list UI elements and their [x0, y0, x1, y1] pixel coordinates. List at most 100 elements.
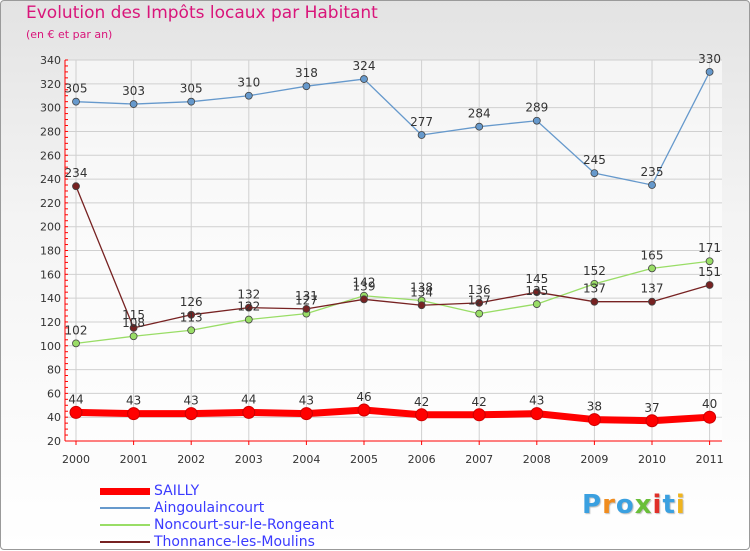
data-point: [184, 407, 198, 421]
y-tick-label: 140: [40, 292, 61, 305]
chart-title: Evolution des Impôts locaux par Habitant: [26, 3, 378, 23]
data-point: [530, 407, 544, 421]
x-tick-label: 2007: [465, 453, 493, 466]
y-tick-label: 340: [40, 54, 61, 67]
x-tick-label: 2003: [235, 453, 263, 466]
data-point: [532, 300, 541, 308]
data-point: [705, 68, 714, 76]
data-point: [127, 407, 141, 421]
data-point: [532, 116, 541, 125]
y-tick-label: 20: [47, 435, 61, 448]
data-label: 330: [698, 52, 721, 66]
data-label: 284: [468, 107, 491, 121]
data-point: [645, 414, 659, 428]
legend-swatch: [100, 524, 150, 526]
data-label: 44: [241, 392, 256, 406]
data-point: [187, 310, 196, 319]
series-line-noncourt-sur-le-rongeant: [75, 260, 711, 345]
legend-swatch: [100, 541, 150, 543]
data-point: [357, 403, 371, 417]
y-tick-label: 320: [40, 78, 61, 91]
x-tick-label: 2000: [62, 453, 90, 466]
data-label: 108: [122, 316, 145, 330]
data-label: 37: [644, 401, 659, 415]
legend-label: Aingoulaincourt: [154, 500, 265, 516]
legend-item: Noncourt-sur-le-Rongeant: [100, 517, 400, 534]
data-label: 277: [410, 115, 433, 129]
data-label: 136: [468, 283, 491, 297]
data-label: 131: [295, 289, 318, 303]
data-label: 102: [65, 323, 88, 337]
data-point: [72, 339, 80, 348]
x-tick-label: 2006: [408, 453, 436, 466]
data-point: [360, 295, 368, 304]
data-label: 310: [237, 76, 260, 90]
legend-item: Thonnance-les-Moulins: [100, 534, 400, 551]
data-point: [244, 303, 253, 312]
y-tick-label: 240: [40, 173, 61, 186]
data-label: 138: [410, 281, 433, 295]
data-point: [475, 309, 484, 318]
data-label: 44: [68, 392, 83, 406]
data-point: [475, 298, 484, 307]
data-label: 43: [126, 394, 141, 408]
data-label: 145: [525, 272, 548, 286]
y-tick-label: 40: [47, 411, 61, 424]
data-label: 137: [641, 282, 664, 296]
data-label: 151: [698, 265, 721, 279]
data-point: [129, 332, 138, 341]
series-line-thonnance-les-moulins: [75, 185, 711, 329]
data-label: 115: [122, 308, 145, 322]
data-label: 137: [583, 282, 606, 296]
data-label: 38: [587, 400, 602, 414]
data-label: 324: [353, 59, 376, 73]
x-tick-label: 2009: [580, 453, 608, 466]
legend-label: Noncourt-sur-le-Rongeant: [154, 517, 334, 533]
data-point: [242, 405, 256, 419]
y-tick-label: 80: [47, 364, 61, 377]
data-label: 245: [583, 153, 606, 167]
data-label: 43: [184, 394, 199, 408]
proxiti-logo: Proxiti: [582, 490, 686, 520]
data-label: 127: [295, 294, 318, 308]
data-label: 46: [356, 390, 371, 404]
data-point: [72, 182, 80, 191]
y-tick-label: 200: [40, 221, 61, 234]
data-label: 234: [65, 166, 88, 180]
data-point: [129, 100, 138, 108]
data-point: [648, 264, 656, 273]
data-point: [472, 408, 486, 422]
data-label: 139: [353, 279, 376, 293]
data-point: [244, 315, 253, 324]
y-tick-label: 100: [40, 340, 61, 353]
data-point: [187, 326, 196, 335]
x-tick-label: 2005: [350, 453, 378, 466]
chart-subtitle: (en € et par an): [26, 28, 113, 41]
y-tick-label: 160: [40, 268, 61, 281]
legend-swatch: [100, 507, 150, 509]
legend-label: Thonnance-les-Moulins: [154, 534, 315, 550]
x-tick-label: 2001: [120, 453, 148, 466]
data-point: [299, 407, 313, 421]
y-tick-label: 60: [47, 387, 61, 400]
x-tick-label: 2004: [292, 453, 320, 466]
data-point: [302, 82, 311, 91]
data-label: 152: [583, 264, 606, 278]
data-point: [360, 75, 368, 83]
data-point: [69, 405, 83, 419]
chart-legend: SAILLY Aingoulaincourt Noncourt-sur-le-Ron…: [100, 483, 400, 551]
legend-item: SAILLY: [100, 483, 400, 500]
data-label: 122: [237, 300, 260, 314]
x-tick-label: 2011: [696, 453, 724, 466]
data-label: 142: [353, 276, 376, 290]
data-point: [129, 323, 138, 332]
data-point: [648, 181, 656, 189]
data-label: 43: [529, 394, 544, 408]
data-point: [587, 413, 601, 427]
data-point: [244, 91, 253, 100]
data-label: 318: [295, 66, 318, 80]
data-point: [532, 288, 541, 297]
legend-label: SAILLY: [154, 483, 200, 499]
data-label: 135: [525, 284, 548, 298]
